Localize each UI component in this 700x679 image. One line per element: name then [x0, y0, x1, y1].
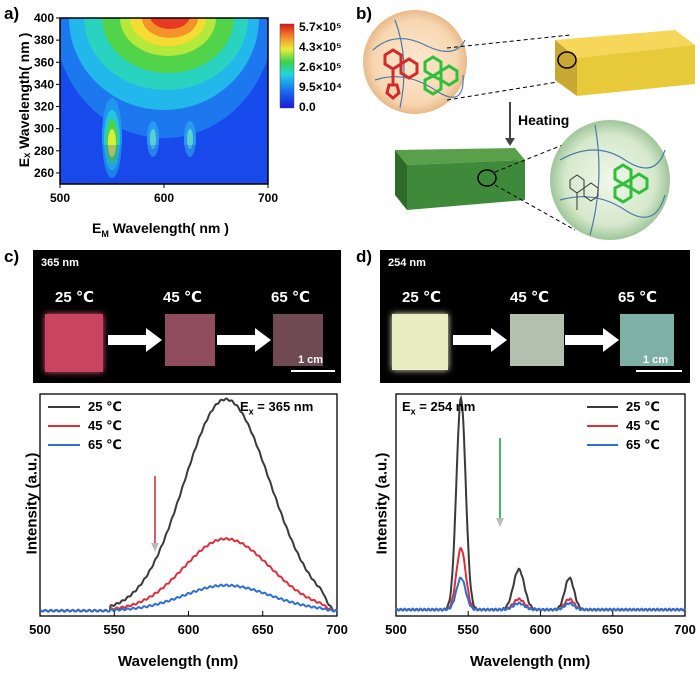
panel-a-x-title: EM Wavelength( nm ) — [92, 220, 229, 239]
panel-a-chart: 260 280 300 320 340 360 380 400 500 600 700 — [34, 11, 295, 205]
panel-c-excitation-label: 365 nm — [41, 257, 79, 269]
series-line-65C — [395, 576, 686, 612]
film-sample-45c — [510, 314, 564, 366]
green-film-block — [395, 148, 525, 210]
colorbar — [279, 23, 295, 109]
panel-c-chart: 500 550 600 650 700 — [29, 393, 348, 637]
y-tick-label: 280 — [34, 144, 54, 158]
x-tick-label: 600 — [178, 622, 200, 637]
panel-label-b: b) — [356, 4, 373, 23]
colorbar-tick-3: 9.5×10⁴ — [299, 80, 342, 94]
panel-d-temp-2: 65 ℃ — [618, 289, 658, 306]
scale-bar-label: 1 cm — [643, 354, 669, 366]
x-tick-label: 700 — [674, 622, 696, 637]
decrease-arrow-icon — [496, 518, 504, 527]
panel-d-chart: 500 550 600 650 700 — [385, 393, 696, 637]
panel-d-excitation-label: 254 nm — [388, 257, 426, 269]
colorbar-tick-0: 5.7×10⁵ — [299, 20, 342, 34]
heating-label: Heating — [518, 112, 569, 128]
film-sample-45c — [165, 314, 215, 366]
film-sample-25c — [45, 314, 103, 372]
green-molecule-icon-top — [423, 55, 459, 96]
x-tick-label: 700 — [326, 622, 348, 637]
colorbar-tick-4: 0.0 — [299, 100, 316, 114]
x-tick-label: 600 — [530, 622, 552, 637]
arrow-icon — [108, 328, 162, 352]
panel-a-y-title: Eₓ Wavelength( nm ) — [16, 32, 32, 168]
panel-d-y-title: Intensity (a.u.) — [373, 452, 391, 555]
y-tick-label: 300 — [34, 122, 54, 136]
legend-c-25: 25 ℃ — [88, 399, 122, 414]
legend-d-25: 25 ℃ — [626, 399, 660, 414]
x-tick-label: 550 — [457, 622, 479, 637]
decrease-arrow-icon — [151, 543, 159, 552]
x-tick-label: 650 — [252, 622, 274, 637]
scale-bar — [291, 370, 335, 372]
x-tick-label: 500 — [29, 622, 51, 637]
panel-c-temp-2: 65 ℃ — [271, 289, 311, 306]
colorbar-tick-2: 2.6×10⁵ — [299, 60, 342, 74]
arrow-icon — [217, 328, 271, 352]
heatmap-area — [60, 18, 268, 184]
panel-d-temp-1: 45 ℃ — [510, 289, 550, 306]
film-sample-65c — [620, 314, 674, 366]
panel-d-x-title: Wavelength (nm) — [470, 653, 591, 670]
series-line-65C — [39, 583, 338, 613]
legend-d-45: 45 ℃ — [626, 418, 660, 433]
colorless-molecule-icon — [569, 174, 599, 210]
x-tick-label: 550 — [103, 622, 125, 637]
molecular-view-circle-bottom — [550, 120, 670, 240]
scale-bar-label: 1 cm — [298, 354, 324, 366]
panel-label-a: a) — [4, 4, 20, 23]
panel-c-y-title: Intensity (a.u.) — [23, 452, 41, 555]
x-tick-label: 700 — [258, 191, 278, 205]
x-tick-label: 500 — [50, 191, 70, 205]
film-sample-65c — [273, 314, 323, 366]
panel-label-c: c) — [4, 247, 20, 266]
colorbar-tick-1: 4.3×10⁵ — [299, 40, 342, 54]
panel-d-temp-0: 25 ℃ — [402, 289, 442, 306]
y-tick-label: 340 — [34, 77, 54, 91]
scale-bar — [636, 370, 682, 372]
y-tick-label: 400 — [34, 11, 54, 25]
panel-b-schematic: Heating — [363, 10, 695, 240]
panel-c-photo: 365 nm 25 ℃ 45 ℃ 65 ℃ 1 cm — [33, 250, 341, 383]
legend-c-65: 65 ℃ — [88, 437, 122, 452]
y-tick-label: 320 — [34, 100, 54, 114]
panel-c-temp-1: 45 ℃ — [163, 289, 203, 306]
x-tick-label: 600 — [154, 191, 174, 205]
film-sample-25c — [392, 314, 448, 370]
arrow-icon — [565, 328, 619, 352]
legend-d-65: 65 ℃ — [626, 437, 660, 452]
x-tick-label: 500 — [385, 622, 407, 637]
panel-c-temp-0: 25 ℃ — [55, 289, 95, 306]
green-molecule-icon-bottom — [613, 163, 649, 204]
y-tick-label: 360 — [34, 55, 54, 69]
y-tick-label: 380 — [34, 33, 54, 47]
arrow-icon — [453, 328, 507, 352]
y-tick-label: 260 — [34, 166, 54, 180]
panel-c-ex-label: Ex = 365 nm — [240, 399, 314, 417]
panel-c-x-title: Wavelength (nm) — [118, 653, 239, 670]
panel-label-d: d) — [356, 247, 373, 266]
panel-d-photo: 254 nm 25 ℃ 45 ℃ 65 ℃ 1 cm — [380, 250, 690, 383]
panel-d-ex-label: Ex = 254 nm — [402, 399, 476, 417]
legend-c-45: 45 ℃ — [88, 418, 122, 433]
x-tick-label: 650 — [602, 622, 624, 637]
red-molecule-icon — [383, 48, 419, 100]
